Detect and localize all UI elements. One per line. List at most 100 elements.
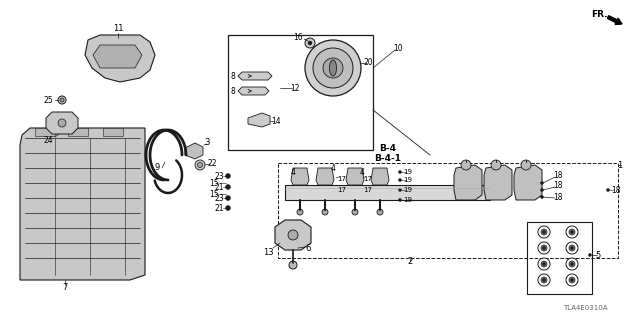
- Polygon shape: [275, 220, 311, 250]
- Text: 15: 15: [209, 189, 219, 198]
- Text: 22: 22: [207, 158, 217, 167]
- Circle shape: [377, 209, 383, 215]
- Circle shape: [399, 171, 401, 173]
- Text: 5: 5: [595, 251, 600, 260]
- Polygon shape: [46, 112, 78, 134]
- Text: 4: 4: [360, 167, 364, 177]
- Circle shape: [538, 258, 550, 270]
- Bar: [35, 128, 55, 136]
- Circle shape: [225, 185, 230, 189]
- Text: 2: 2: [408, 258, 413, 267]
- Polygon shape: [514, 165, 542, 200]
- Text: 18: 18: [553, 171, 563, 180]
- Circle shape: [399, 179, 401, 181]
- Text: 25: 25: [43, 95, 53, 105]
- Circle shape: [399, 198, 401, 202]
- Circle shape: [195, 160, 205, 170]
- Circle shape: [541, 229, 547, 235]
- Text: 17: 17: [364, 187, 372, 193]
- Circle shape: [297, 209, 303, 215]
- Text: 17: 17: [337, 176, 346, 182]
- Text: 6: 6: [305, 244, 310, 252]
- Circle shape: [58, 119, 66, 127]
- Circle shape: [521, 160, 531, 170]
- Text: 4: 4: [331, 164, 335, 172]
- Text: 19: 19: [403, 169, 413, 175]
- Circle shape: [541, 188, 543, 191]
- Polygon shape: [371, 168, 389, 185]
- Circle shape: [225, 196, 230, 201]
- Text: 10: 10: [393, 44, 403, 52]
- Circle shape: [566, 226, 578, 238]
- Circle shape: [569, 229, 575, 235]
- Text: 8: 8: [230, 86, 236, 95]
- Circle shape: [305, 40, 361, 96]
- Polygon shape: [316, 168, 334, 185]
- Polygon shape: [248, 113, 270, 127]
- Circle shape: [289, 261, 297, 269]
- Circle shape: [541, 181, 543, 185]
- Text: 21: 21: [214, 204, 224, 212]
- Circle shape: [543, 278, 545, 282]
- Text: 20: 20: [363, 58, 373, 67]
- Text: 18: 18: [553, 193, 563, 202]
- Circle shape: [570, 246, 573, 250]
- Ellipse shape: [330, 60, 337, 76]
- Circle shape: [566, 242, 578, 254]
- Text: 7: 7: [62, 284, 68, 292]
- Circle shape: [607, 188, 609, 191]
- Circle shape: [566, 258, 578, 270]
- Polygon shape: [185, 143, 203, 159]
- Circle shape: [198, 163, 202, 167]
- Circle shape: [543, 246, 545, 250]
- Text: 18: 18: [553, 180, 563, 189]
- Text: 23: 23: [214, 172, 224, 180]
- Circle shape: [541, 196, 543, 198]
- Circle shape: [399, 188, 401, 191]
- Bar: [285, 185, 490, 200]
- Bar: [228, 35, 373, 150]
- Circle shape: [589, 253, 591, 257]
- Polygon shape: [238, 72, 272, 80]
- FancyArrow shape: [607, 16, 622, 24]
- Text: 12: 12: [291, 84, 300, 92]
- Text: 16: 16: [293, 33, 303, 42]
- Circle shape: [461, 160, 471, 170]
- Text: 23: 23: [214, 194, 224, 203]
- Bar: [527, 222, 592, 294]
- Text: 9: 9: [154, 163, 159, 172]
- Text: 18: 18: [611, 186, 621, 195]
- Text: 19: 19: [403, 187, 413, 193]
- Text: 17: 17: [337, 187, 346, 193]
- Circle shape: [60, 98, 64, 102]
- Circle shape: [313, 48, 353, 88]
- Circle shape: [538, 226, 550, 238]
- Text: 11: 11: [113, 23, 124, 33]
- Bar: [103, 128, 123, 136]
- Circle shape: [538, 242, 550, 254]
- Circle shape: [541, 277, 547, 283]
- Circle shape: [538, 274, 550, 286]
- Text: 15: 15: [209, 179, 219, 188]
- Circle shape: [543, 230, 545, 234]
- Circle shape: [288, 230, 298, 240]
- Text: TLA4E0310A: TLA4E0310A: [563, 305, 607, 311]
- Circle shape: [569, 261, 575, 267]
- Polygon shape: [291, 168, 309, 185]
- Circle shape: [541, 261, 547, 267]
- Text: 24: 24: [43, 135, 53, 145]
- Circle shape: [225, 173, 230, 179]
- Text: 14: 14: [271, 116, 281, 125]
- Polygon shape: [85, 35, 155, 82]
- Circle shape: [569, 277, 575, 283]
- Circle shape: [305, 38, 315, 48]
- Text: 8: 8: [230, 71, 236, 81]
- Text: 4: 4: [291, 167, 296, 177]
- Text: 1: 1: [618, 161, 623, 170]
- Circle shape: [541, 245, 547, 251]
- Circle shape: [322, 209, 328, 215]
- Text: B-4-1: B-4-1: [374, 154, 401, 163]
- Text: FR.: FR.: [591, 10, 607, 19]
- Polygon shape: [238, 87, 269, 95]
- Polygon shape: [484, 165, 512, 200]
